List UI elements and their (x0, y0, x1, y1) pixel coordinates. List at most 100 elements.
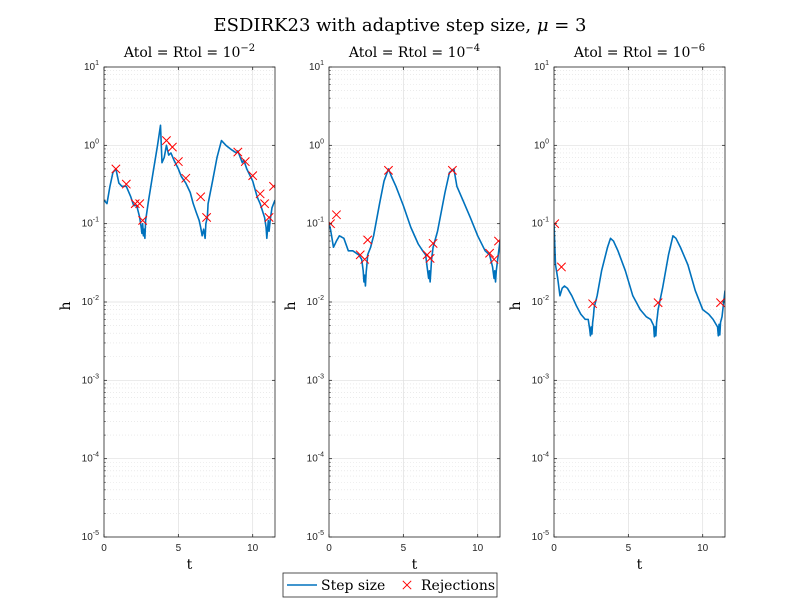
subplot-3-xtick-label: 10 (697, 543, 709, 554)
subplot-2-ytick-label: 10-2 (307, 295, 324, 308)
subplot-2-ytick-exp: 1 (320, 60, 324, 67)
subplot-3-ytick-base: 10 (534, 62, 546, 73)
subplot-1-ytick-exp: -1 (93, 217, 99, 224)
subplot-3-ytick-exp: -4 (543, 452, 549, 459)
subplot-3-ytick-label: 100 (534, 138, 549, 151)
subplot-1-xtick-label: 5 (176, 543, 182, 554)
subplot-2-ytick-exp: -5 (318, 530, 324, 537)
subplot-1-rejection-marker (181, 173, 191, 183)
subplot-2-ytick-exp: -4 (318, 452, 324, 459)
subplot-2-rejection-marker-stroke-b (360, 254, 370, 264)
subplot-1-rejection-marker-stroke-b (111, 164, 121, 174)
subplot-2-rejection-marker-stroke-b (383, 165, 394, 175)
subplot-1-ytick-base: 10 (84, 140, 96, 151)
subplot-3-rejection-marker-stroke-b (588, 299, 598, 309)
subplot-2-title-text: Atol = Rtol = 10 (348, 45, 466, 61)
subplot-1-ytick-base: 10 (82, 219, 94, 230)
subplot-1-ytick-exp: 0 (95, 138, 99, 145)
subplot-2-rejection-marker (360, 254, 370, 264)
subplot-3-ytick-base: 10 (532, 375, 544, 386)
subplot-2-rejection-marker-stroke-b (355, 250, 365, 260)
legend: Step size Rejections (282, 572, 498, 598)
subplot-1-rejection-marker (255, 189, 265, 199)
subplot-2-step-size-line (329, 168, 500, 287)
subplot-2-ytick-label: 10-3 (307, 373, 324, 386)
subplot-3-ytick-base: 10 (532, 219, 544, 230)
subplot-3-rejection-marker-stroke-b (653, 298, 663, 308)
subplot-2-rejection-marker (425, 253, 435, 263)
subplot-3-xtick-label: 0 (551, 543, 557, 554)
subplot-1-ytick-exp: -2 (93, 295, 99, 302)
subplot-3-rejection-marker (556, 262, 566, 272)
subplot-3-rejection-marker-stroke-b (556, 262, 566, 272)
subplot-1-xlabel: t (187, 557, 193, 573)
subplot-2-rejection-marker (383, 165, 394, 175)
subplot-1-ytick-base: 10 (82, 532, 94, 543)
subplot-1-ytick-base: 10 (82, 454, 94, 465)
subplot-3-xtick-label: 5 (626, 543, 632, 554)
subplot-3-ytick-label: 10-4 (532, 452, 549, 465)
subplot-2-xlabel: t (412, 557, 418, 573)
subplot-2-rejection-marker (331, 210, 341, 220)
subplot-1-rejection-marker-stroke-b (181, 173, 191, 183)
subplot-3-rejection-marker (653, 298, 663, 308)
subplot-3-ytick-exp: 0 (545, 138, 549, 145)
subplot-1-ylabel: h (58, 301, 74, 310)
subplot-1-rejection-marker (264, 212, 274, 223)
subplot-1-rejection-marker-stroke-b (135, 199, 145, 209)
subplot-3-title-exponent: −6 (690, 43, 705, 54)
subplot-1-ytick-base: 10 (82, 297, 94, 308)
subplot-1-rejection-marker (130, 199, 140, 209)
subplot-1-rejection-marker (260, 199, 270, 209)
subplot-1-rejection-marker (202, 212, 212, 223)
subplot-2-rejection-marker-stroke-b (363, 235, 373, 245)
subplot-2-rejection-marker (493, 236, 500, 246)
subplot-1-ytick-label: 10-3 (82, 373, 99, 386)
subplot-2-data (329, 165, 500, 287)
subplot-1-title-exponent: −2 (240, 43, 255, 54)
subplot-3-ytick-label: 10-5 (532, 530, 549, 543)
subplot-1-rejection-marker (135, 199, 145, 209)
subplot-1-rejection-marker (196, 192, 206, 202)
subplot-3-ytick-label: 10-2 (532, 295, 549, 308)
subplot-1-rejection-marker-stroke-b (121, 179, 131, 189)
subplot-1-xtick-label: 0 (101, 543, 107, 554)
subplot-2-rejection-marker-stroke-b (447, 165, 457, 175)
subplot-2-rejection-marker-stroke-b (485, 248, 495, 258)
subplot-1-rejection-marker-stroke-b (173, 157, 183, 167)
subplot-2-ytick-label: 101 (309, 60, 324, 73)
figure-title: ESDIRK23 with adaptive step size, μ = 3 (213, 15, 586, 36)
subplot-1-rejection-marker (167, 142, 177, 152)
subplot-3-ytick-base: 10 (532, 532, 544, 543)
subplot-1-rejection-marker-stroke-b (138, 215, 148, 225)
subplot-3-step-size-line (554, 223, 725, 338)
subplot-1-ytick-label: 100 (84, 138, 99, 151)
subplot-1-ytick-base: 10 (84, 62, 96, 73)
subplot-2-rejection-marker-stroke-b (493, 238, 500, 246)
subplot-3-ytick-exp: -1 (543, 217, 549, 224)
subplot-2-ytick-base: 10 (309, 140, 321, 151)
subplot-2-title: Atol = Rtol = 10−4 (348, 43, 480, 61)
subplot-3-rejection-marker (715, 298, 725, 308)
subplot-2-ytick-exp: -3 (318, 373, 324, 380)
subplot-2-ytick-base: 10 (307, 219, 319, 230)
subplot-2-rejection-marker (447, 165, 457, 175)
subplot-1-rejection-marker-stroke-b (248, 171, 258, 181)
subplot-2-ytick-base: 10 (309, 62, 321, 73)
subplot-1-ytick-label: 10-2 (82, 295, 99, 308)
subplot-3-ytick-label: 10-1 (532, 217, 549, 230)
subplot-1-data (104, 124, 275, 240)
legend-rejection-marker-stroke-b (402, 580, 412, 590)
legend-rejection-marker (402, 580, 412, 590)
subplot-1-rejection-marker-stroke-b (233, 147, 243, 157)
subplot-1-rejection-marker-stroke-b (130, 199, 140, 209)
subplot-3-title: Atol = Rtol = 10−6 (573, 43, 705, 61)
subplot-1-ytick-base: 10 (82, 375, 94, 386)
subplot-3-ytick-base: 10 (534, 140, 546, 151)
subplot-2-ytick-base: 10 (307, 532, 319, 543)
subplot-1-rejection-marker-stroke-b (240, 157, 250, 167)
